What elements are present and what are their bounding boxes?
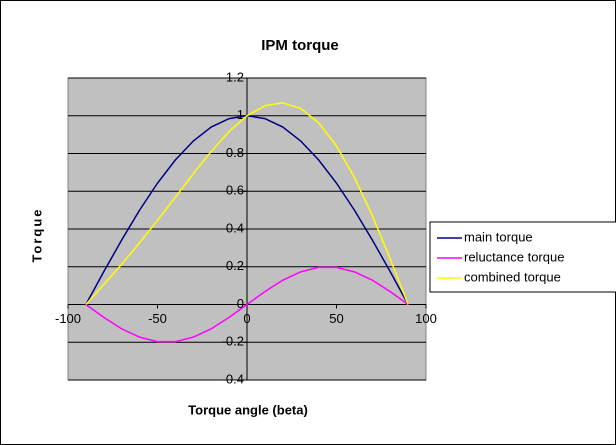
x-tick-label: 100 [415, 311, 437, 326]
y-tick-label: 0.4 [226, 220, 244, 235]
y-tick-label: 0.2 [226, 258, 244, 273]
y-tick-label: 1 [237, 107, 244, 122]
y-tick-label: 0.8 [226, 145, 244, 160]
x-axis-label: Torque angle (beta) [188, 402, 308, 417]
y-tick-label: -0.2 [222, 334, 244, 349]
legend-box [429, 221, 616, 293]
x-tick-label: 50 [329, 311, 343, 326]
chart-title: IPM torque [261, 37, 339, 54]
series-line [85, 101, 409, 306]
x-tick-label: -100 [55, 311, 81, 326]
x-tick-label: -50 [148, 311, 167, 326]
y-tick-label: 0 [237, 296, 244, 311]
legend-label: main torque [464, 229, 533, 244]
legend-label: reluctance torque [464, 249, 564, 264]
legend-label: combined torque [464, 269, 561, 284]
y-tick-label: -0.4 [222, 371, 244, 386]
y-tick-label: 1.2 [226, 69, 244, 84]
series-line [85, 266, 409, 343]
y-axis-label: Torque [29, 207, 44, 262]
y-tick-label: 0.6 [226, 183, 244, 198]
